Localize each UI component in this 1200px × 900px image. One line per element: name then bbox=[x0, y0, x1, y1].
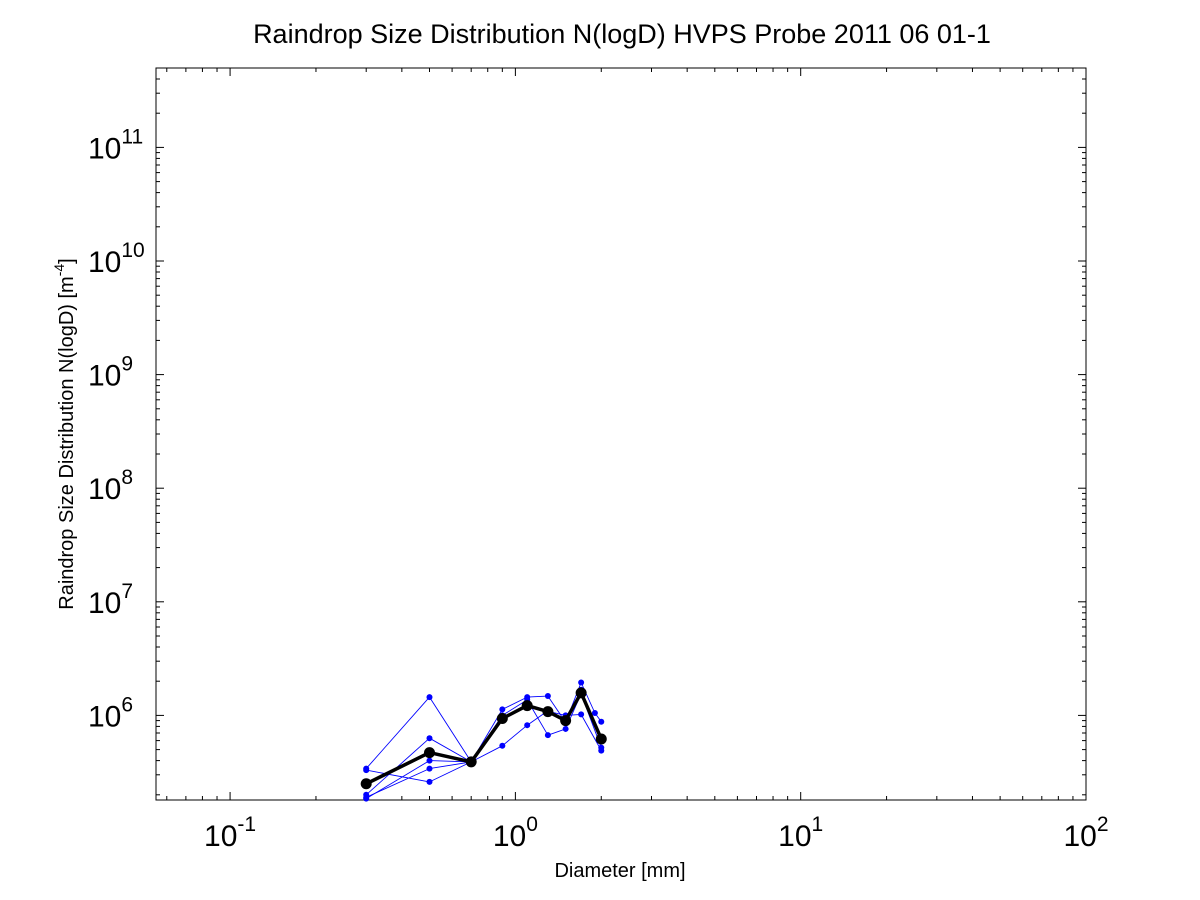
sample-data-point bbox=[562, 725, 569, 732]
mean-data-point bbox=[560, 715, 572, 727]
mean-data-point bbox=[542, 706, 554, 718]
sample-data-point bbox=[598, 747, 605, 754]
x-axis-tick-labels: 10-1 100 101 102 bbox=[204, 813, 1108, 853]
sample-data-point bbox=[499, 742, 506, 749]
sample-data-point bbox=[426, 778, 433, 785]
x-tick-label-exponent: 0 bbox=[526, 813, 538, 836]
y-axis-label-main: Raindrop Size Distribution N(logD) [m bbox=[56, 276, 78, 609]
sample-data-point bbox=[578, 711, 585, 718]
y-tick-label: 107 bbox=[88, 580, 133, 620]
y-tick-label-exponent: 6 bbox=[121, 693, 133, 716]
x-tick-label: 10-1 bbox=[204, 813, 256, 853]
mean-data-point bbox=[595, 733, 607, 745]
x-tick-label-base: 10 bbox=[1063, 820, 1096, 853]
mean-series bbox=[360, 687, 607, 790]
chart-title: Raindrop Size Distribution N(logD) HVPS … bbox=[253, 19, 991, 49]
y-tick-label: 1010 bbox=[88, 239, 145, 279]
y-tick-label-base: 10 bbox=[88, 132, 121, 165]
x-tick-label-base: 10 bbox=[493, 820, 526, 853]
sample-data-point bbox=[426, 765, 433, 772]
x-tick-label: 100 bbox=[493, 813, 538, 853]
sample-data-point bbox=[544, 693, 551, 700]
sample-data-point bbox=[544, 732, 551, 739]
x-tick-label-exponent: -1 bbox=[237, 813, 256, 836]
y-tick-label-exponent: 8 bbox=[121, 466, 133, 489]
sample-data-point bbox=[426, 735, 433, 742]
mean-data-point bbox=[423, 747, 435, 759]
mean-data-point bbox=[360, 778, 372, 790]
sample-data-point bbox=[426, 757, 433, 764]
y-tick-label: 1011 bbox=[88, 125, 143, 165]
sample-data-point bbox=[363, 767, 370, 774]
mean-data-point bbox=[521, 700, 533, 712]
x-tick-label-base: 10 bbox=[778, 820, 811, 853]
x-tick-label-exponent: 2 bbox=[1097, 813, 1109, 836]
y-tick-label: 106 bbox=[88, 693, 133, 733]
plot-area bbox=[155, 67, 1087, 801]
sample-data-point bbox=[363, 794, 370, 801]
y-tick-label-base: 10 bbox=[88, 473, 121, 506]
y-tick-label-base: 10 bbox=[88, 360, 121, 393]
sample-data-point bbox=[591, 709, 598, 716]
sample-data-point bbox=[499, 706, 506, 713]
y-tick-label-exponent: 10 bbox=[121, 239, 144, 262]
sample-data-point bbox=[426, 694, 433, 701]
y-tick-label: 109 bbox=[88, 353, 133, 393]
x-tick-label: 101 bbox=[778, 813, 823, 853]
y-tick-label-base: 10 bbox=[88, 246, 121, 279]
y-axis-label-tail: ] bbox=[56, 258, 78, 264]
sample-series-line bbox=[365, 682, 602, 769]
sample-data-point bbox=[578, 679, 585, 686]
y-tick-label: 108 bbox=[88, 466, 133, 506]
mean-data-point bbox=[575, 687, 587, 699]
mean-data-point bbox=[465, 756, 477, 768]
y-tick-label-base: 10 bbox=[88, 700, 121, 733]
sample-data-point bbox=[524, 722, 531, 729]
x-tick-label-exponent: 1 bbox=[812, 813, 824, 836]
y-tick-label-base: 10 bbox=[88, 587, 121, 620]
y-axis-label: Raindrop Size Distribution N(logD) [m-4] bbox=[51, 258, 78, 609]
mean-data-point bbox=[496, 712, 508, 724]
y-tick-label-exponent: 11 bbox=[121, 125, 143, 148]
x-axis-label: Diameter [mm] bbox=[554, 860, 685, 882]
series-layer bbox=[360, 679, 607, 802]
sample-data-point bbox=[598, 718, 605, 725]
x-tick-label: 102 bbox=[1063, 813, 1108, 853]
y-tick-label-exponent: 7 bbox=[121, 580, 133, 603]
x-tick-label-base: 10 bbox=[204, 820, 237, 853]
y-tick-label-exponent: 9 bbox=[121, 353, 133, 376]
y-axis-label-exponent: -4 bbox=[51, 264, 67, 277]
